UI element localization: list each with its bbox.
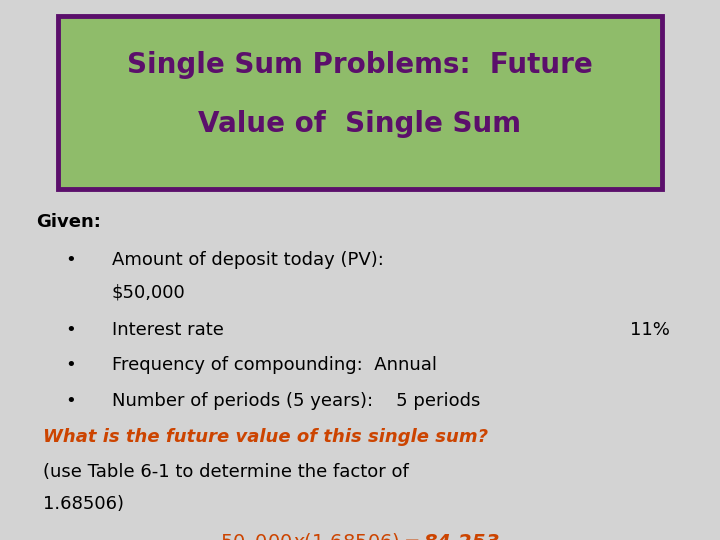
Text: Single Sum Problems:  Future: Single Sum Problems: Future: [127, 51, 593, 79]
Text: $50,000: $50,000: [112, 284, 185, 301]
Text: Amount of deposit today (PV):: Amount of deposit today (PV):: [112, 251, 384, 269]
Text: •: •: [65, 392, 76, 409]
Text: $50,000 x (1.68506) = $84,253: $50,000 x (1.68506) = $84,253: [220, 531, 500, 540]
Text: 1.68506): 1.68506): [43, 495, 125, 512]
Text: Given:: Given:: [36, 213, 101, 231]
Text: Number of periods (5 years):    5 periods: Number of periods (5 years): 5 periods: [112, 392, 480, 409]
Text: 11%: 11%: [630, 321, 670, 339]
Text: What is the future value of this single sum?: What is the future value of this single …: [43, 428, 488, 446]
Text: •: •: [65, 251, 76, 269]
Text: (use Table 6-1 to determine the factor of: (use Table 6-1 to determine the factor o…: [43, 463, 409, 481]
FancyBboxPatch shape: [58, 16, 662, 189]
Text: •: •: [65, 321, 76, 339]
Text: •: •: [65, 356, 76, 374]
Text: Interest rate: Interest rate: [112, 321, 223, 339]
Text: Value of  Single Sum: Value of Single Sum: [199, 110, 521, 138]
Text: Frequency of compounding:  Annual: Frequency of compounding: Annual: [112, 356, 436, 374]
